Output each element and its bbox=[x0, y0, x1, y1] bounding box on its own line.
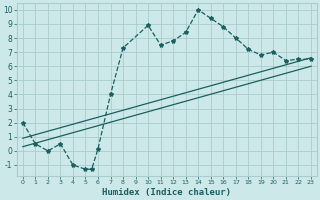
X-axis label: Humidex (Indice chaleur): Humidex (Indice chaleur) bbox=[102, 188, 231, 197]
